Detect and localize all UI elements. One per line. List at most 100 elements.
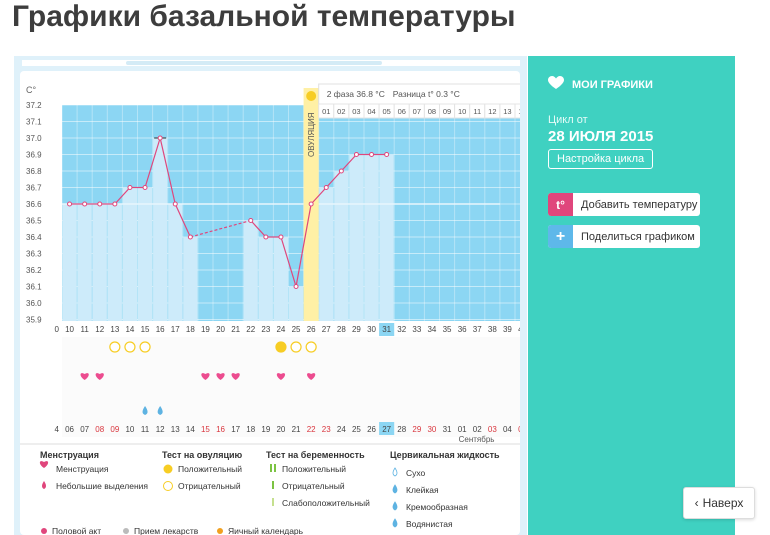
temperature-point[interactable] <box>82 201 88 207</box>
date-label: 24 <box>337 425 346 434</box>
date-label: 27 <box>382 425 391 434</box>
heart-icon <box>548 76 564 93</box>
cycle-day-label: 29 <box>352 325 361 334</box>
date-label: 15 <box>201 425 210 434</box>
temperature-point[interactable] <box>278 234 284 240</box>
y-tick-label: 36.2 <box>26 266 42 275</box>
cycle-day-label: 13 <box>110 325 119 334</box>
scroll-top-button[interactable]: ‹ Наверх <box>683 487 755 519</box>
temp-difference: Разница t° 0.3 °C <box>393 89 460 99</box>
date-label: 04 <box>503 425 512 434</box>
legend-bar-icon <box>272 498 274 506</box>
temperature-bar <box>289 286 304 321</box>
temperature-point[interactable] <box>112 201 118 207</box>
ovulation-test-icon[interactable] <box>139 341 151 353</box>
legend-ovul-title: Тест на овуляцию <box>162 450 243 460</box>
temperature-point[interactable] <box>353 152 359 157</box>
cycle-day-label: 36 <box>458 325 467 334</box>
temperature-point[interactable] <box>157 135 163 141</box>
heart-icon[interactable] <box>216 373 225 380</box>
temperature-point[interactable] <box>323 185 329 190</box>
temperature-line-segment <box>280 236 297 287</box>
temperature-point[interactable] <box>142 185 148 190</box>
temperature-point[interactable] <box>67 201 73 207</box>
temperature-bar <box>334 171 349 321</box>
temperature-point[interactable] <box>384 152 390 157</box>
temperature-point[interactable] <box>338 168 344 174</box>
cycle-day-label: 11 <box>80 325 89 334</box>
cycle-day-label: 39 <box>503 325 512 334</box>
cycle-day-label: 22 <box>246 325 255 334</box>
heart-icon[interactable] <box>95 373 104 380</box>
scrollbar-thumb[interactable] <box>126 61 382 65</box>
temperature-point[interactable] <box>369 152 375 157</box>
legend-cervical-icon <box>392 501 398 511</box>
share-chart-button[interactable]: + Поделиться графиком <box>548 225 700 248</box>
heart-icon[interactable] <box>231 373 240 380</box>
phase-day-cell <box>514 103 520 119</box>
cycle-day-label: 33 <box>412 325 421 334</box>
drop-icon[interactable] <box>142 406 148 415</box>
legend-bottom-item: Яичный календарь <box>228 526 304 535</box>
date-label: 23 <box>322 425 331 434</box>
temperature-point[interactable] <box>308 201 314 207</box>
ovulation-test-icon[interactable] <box>124 341 136 353</box>
phase-day-label: 12 <box>488 107 496 116</box>
temperature-point[interactable] <box>127 185 133 190</box>
my-charts-label: МОИ ГРАФИКИ <box>572 78 653 91</box>
y-tick-label: 36.7 <box>26 184 42 193</box>
my-charts-link[interactable]: МОИ ГРАФИКИ <box>548 76 653 93</box>
phase-day-label: 01 <box>322 107 330 116</box>
date-label: 30 <box>427 425 436 434</box>
cycle-settings-button[interactable]: Настройка цикла <box>548 149 654 169</box>
legend-preg-weak: Слабоположительный <box>282 498 370 508</box>
date-label: 20 <box>276 425 285 434</box>
legend-bottom-icon <box>123 528 129 534</box>
heart-icon[interactable] <box>276 373 286 380</box>
cycle-day-label: 15 <box>141 325 150 334</box>
temperature-point[interactable] <box>248 218 254 223</box>
ovulation-test-icon[interactable] <box>275 341 287 353</box>
heart-icon[interactable] <box>80 373 89 380</box>
temperature-bar <box>273 237 288 321</box>
temperature-bar <box>364 154 379 321</box>
temperature-point[interactable] <box>263 234 269 240</box>
phase-day-label: 09 <box>443 107 451 116</box>
legend-spotting-item: Небольшие выделения <box>56 481 148 491</box>
temperature-bar <box>107 204 122 321</box>
cycle-day-label: 16 <box>156 325 165 334</box>
temperature-bar <box>258 237 273 321</box>
ovulation-test-icon[interactable] <box>305 341 317 353</box>
y-tick-label: 36.4 <box>26 233 42 242</box>
ovulation-test-icon[interactable] <box>290 341 302 353</box>
date-label: 17 <box>231 425 240 434</box>
temperature-point[interactable] <box>187 234 193 240</box>
temperature-bar <box>243 220 258 321</box>
ovulation-test-icon[interactable] <box>109 341 121 353</box>
add-temperature-button[interactable]: t° Добавить температуру <box>548 193 700 216</box>
marker-area <box>62 337 520 437</box>
axis-unit: C° <box>26 85 36 95</box>
cycle-day-label: 19 <box>201 325 210 334</box>
temperature-point[interactable] <box>293 284 299 289</box>
legend-preg-neg: Отрицательный <box>282 481 345 491</box>
phase-day-label: 14 <box>518 107 520 116</box>
page-title: Графики базальной температуры <box>12 0 516 33</box>
temperature-line-segment <box>325 170 342 188</box>
legend-preg-pos: Положительный <box>282 464 346 474</box>
legend-sun-icon <box>163 464 173 474</box>
legend-cervical-item: Сухо <box>406 468 426 478</box>
temperature-bar <box>168 204 183 321</box>
heart-icon[interactable] <box>307 373 316 380</box>
phase-day-label: 08 <box>428 107 436 116</box>
heart-icon[interactable] <box>201 373 210 380</box>
ovulation-label: ОВУЛЯЦИЯ <box>307 112 316 157</box>
date-prefix: 4 <box>55 425 60 434</box>
side-panel: МОИ ГРАФИКИ Цикл от 28 ИЮЛЯ 2015 Настрой… <box>528 56 735 535</box>
ovulation-sun-icon <box>306 91 317 101</box>
drop-icon[interactable] <box>157 406 163 415</box>
date-label: 29 <box>412 425 421 434</box>
temperature-point[interactable] <box>97 201 103 207</box>
add-temperature-label: Добавить температуру <box>581 198 698 211</box>
temperature-point[interactable] <box>172 201 178 207</box>
